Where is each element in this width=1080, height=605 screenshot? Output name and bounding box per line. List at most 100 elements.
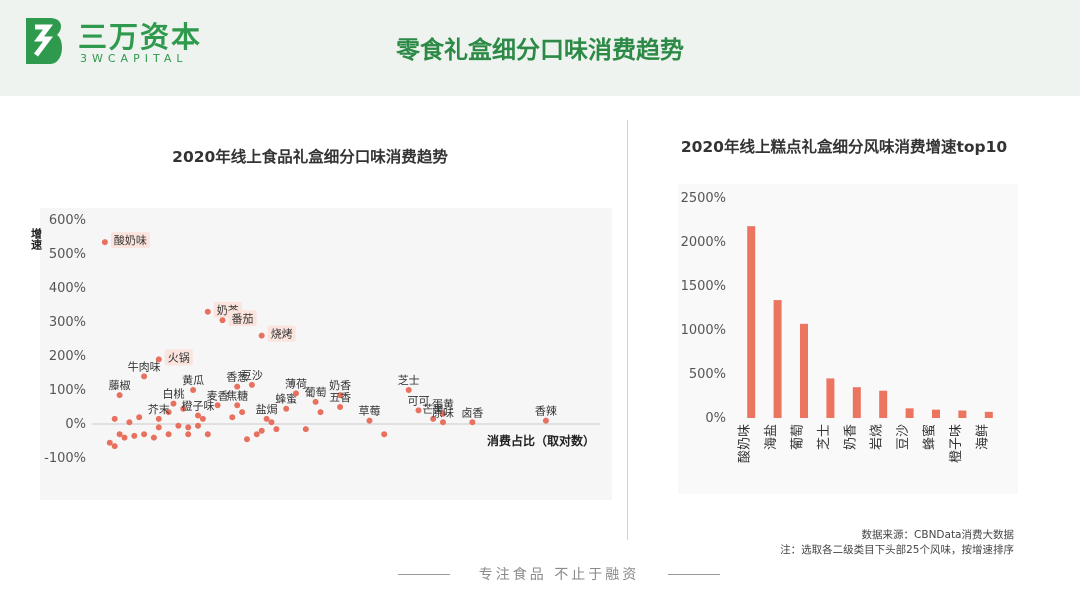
point-label: 豆沙 bbox=[241, 369, 263, 382]
point-label: 黄瓜 bbox=[182, 373, 204, 387]
scatter-point bbox=[175, 422, 182, 429]
point-label: 牛肉味 bbox=[128, 359, 161, 373]
point-label: 草莓 bbox=[359, 405, 381, 418]
scatter-point bbox=[219, 317, 226, 324]
footer-line-right bbox=[668, 574, 720, 575]
point-label: 番茄 bbox=[232, 311, 254, 325]
scatter-point bbox=[214, 402, 221, 409]
scatter-point bbox=[111, 443, 118, 450]
point-label-bg bbox=[110, 232, 150, 249]
point-label: 芥末 bbox=[148, 402, 170, 416]
y-tick-label: 0% bbox=[65, 417, 86, 432]
scatter-point bbox=[283, 405, 290, 412]
scatter-chart-title: 2020年线上食品礼盒细分口味消费趋势 bbox=[172, 148, 448, 166]
scatter-point bbox=[430, 415, 437, 422]
scatter-point bbox=[185, 431, 192, 438]
logo-name: 三万资本 bbox=[78, 20, 203, 54]
scatter-point bbox=[155, 415, 162, 422]
scatter-point bbox=[106, 439, 113, 446]
scatter-point bbox=[381, 431, 388, 438]
point-label: 火锅 bbox=[168, 351, 190, 364]
scatter-point bbox=[155, 356, 162, 363]
scatter-point bbox=[317, 409, 324, 416]
y-axis-label: 增速 bbox=[30, 227, 43, 251]
bar-chart: 2500% 2000% 1500% 1000% 500% 0% 酸奶味 海盐 葡萄 芝士 奶香 岩烧… bbox=[678, 184, 1018, 494]
scatter-point bbox=[190, 387, 197, 393]
chart-divider bbox=[627, 120, 628, 540]
scatter-point bbox=[116, 431, 123, 438]
point-label-bg bbox=[267, 325, 296, 342]
scatter-point bbox=[440, 410, 446, 417]
scatter-point bbox=[263, 415, 270, 422]
scatter-point bbox=[195, 422, 201, 429]
point-label: 原味 bbox=[432, 406, 454, 419]
point-label: 酸奶味 bbox=[114, 233, 147, 247]
y-tick-label: 0% bbox=[705, 411, 726, 426]
point-label: 蛋黄 bbox=[432, 397, 454, 411]
scatter-point bbox=[542, 417, 549, 424]
scatter-point bbox=[121, 434, 128, 441]
scatter-point bbox=[101, 239, 108, 246]
scatter-point bbox=[141, 431, 148, 438]
footer-line-left bbox=[398, 574, 450, 575]
scatter-point bbox=[337, 404, 344, 410]
scatter-point bbox=[337, 392, 344, 399]
point-label: 蜂蜜 bbox=[275, 392, 297, 406]
point-label: 盐焗 bbox=[256, 402, 278, 416]
data-source-note: 数据来源：CBNData消费大数据 bbox=[861, 529, 1014, 541]
scatter-point bbox=[248, 381, 255, 388]
bar bbox=[826, 378, 835, 418]
bar bbox=[773, 300, 782, 418]
point-label: 香辣 bbox=[535, 404, 557, 418]
point-label: 白桃 bbox=[163, 387, 185, 401]
y-tick-label: 500% bbox=[689, 367, 726, 382]
x-tick-label: 蜂蜜 bbox=[923, 424, 938, 450]
point-label: 橙子味 bbox=[182, 399, 215, 413]
scatter-point bbox=[469, 419, 476, 426]
x-tick-label: 岩烧 bbox=[870, 424, 885, 450]
y-tick-label: 400% bbox=[49, 281, 86, 296]
scatter-point bbox=[150, 434, 157, 441]
y-tick-label: -100% bbox=[44, 451, 86, 466]
scatter-point bbox=[258, 332, 265, 339]
y-tick-label: 1000% bbox=[681, 323, 726, 338]
bar bbox=[747, 226, 756, 418]
scatter-point bbox=[155, 424, 162, 431]
scatter-point bbox=[126, 419, 133, 426]
scatter-point bbox=[131, 432, 138, 439]
methodology-note: 注：选取各二级类目下头部25个风味，按增速排序 bbox=[780, 544, 1014, 556]
scatter-point bbox=[440, 419, 446, 426]
bar bbox=[958, 410, 967, 418]
scatter-point bbox=[244, 436, 250, 443]
page-title: 零食礼盒细分口味消费趋势 bbox=[396, 36, 684, 64]
scatter-point bbox=[165, 431, 172, 438]
scatter-point bbox=[258, 427, 265, 434]
scatter-point bbox=[204, 431, 211, 438]
point-label: 烧烤 bbox=[271, 327, 293, 341]
scatter-point bbox=[111, 415, 118, 422]
scatter-point bbox=[116, 392, 123, 399]
y-tick-label: 1500% bbox=[681, 279, 726, 294]
x-axis-label: 消费占比（取对数） bbox=[487, 433, 595, 448]
scatter-point bbox=[293, 390, 299, 397]
x-tick-label: 海盐 bbox=[764, 424, 779, 450]
bar-plot-area bbox=[678, 184, 1018, 494]
point-label: 麦香 bbox=[207, 389, 229, 402]
scatter-point bbox=[253, 431, 260, 438]
y-tick-label: 2000% bbox=[681, 235, 726, 250]
scatter-point bbox=[234, 383, 241, 390]
point-label: 藤椒 bbox=[109, 378, 131, 392]
y-tick-label: 2500% bbox=[681, 191, 726, 206]
point-label-bg bbox=[228, 310, 257, 327]
scatter-plot-area bbox=[40, 208, 612, 500]
scatter-point bbox=[136, 414, 143, 421]
scatter-point bbox=[180, 405, 187, 412]
bar bbox=[879, 390, 888, 418]
scatter-point bbox=[199, 415, 206, 422]
scatter-point bbox=[415, 407, 422, 414]
scatter-point bbox=[239, 409, 246, 416]
point-label: 芒果 bbox=[422, 403, 444, 416]
point-label: 焦糖 bbox=[226, 388, 248, 402]
point-label: 卤香 bbox=[461, 406, 483, 419]
scatter-point bbox=[268, 419, 275, 426]
